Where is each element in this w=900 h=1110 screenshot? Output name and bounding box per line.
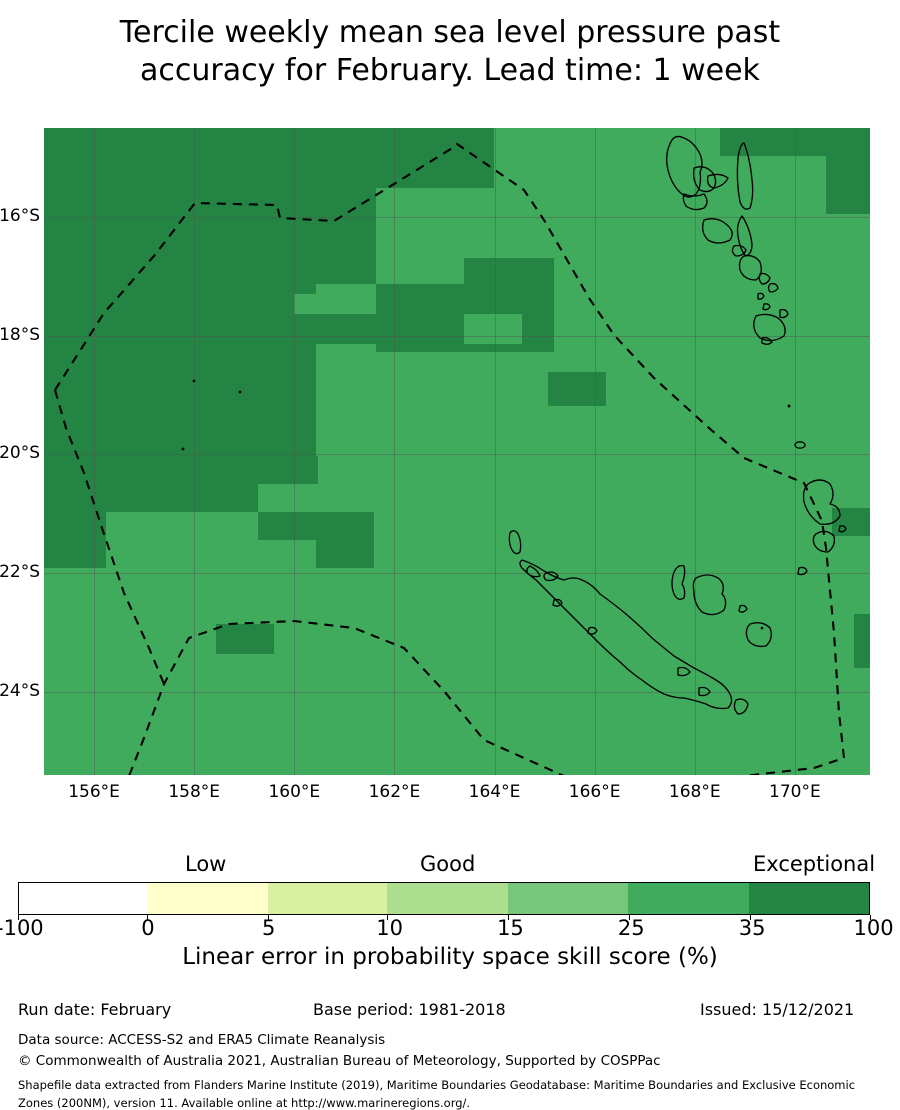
run-date-text: Run date: February (18, 1000, 172, 1019)
colorbar-segment (147, 883, 268, 914)
data-source-text: Data source: ACCESS-S2 and ERA5 Climate … (18, 1032, 386, 1048)
colorbar-tick-label: 100 (853, 916, 894, 940)
raster-cell (316, 512, 374, 568)
colorbar-tickmark (628, 915, 630, 920)
eez-boundary-line (54, 142, 846, 775)
raster-cell (44, 512, 106, 568)
colorbar-axis-label: Linear error in probability space skill … (182, 944, 718, 970)
x-tick-label: 166°E (568, 782, 621, 802)
shapefile-credit-1: Shapefile data extracted from Flanders M… (18, 1078, 856, 1092)
raster-cell (464, 314, 522, 344)
y-tick-label: 22°S (0, 562, 40, 583)
vanuatu-coastlines (666, 135, 847, 576)
colorbar: Low Good Exceptional -100 0 5 10 15 25 35 100 (0, 852, 900, 952)
raster-cell (316, 314, 376, 344)
colorbar-gradient (18, 882, 870, 915)
y-tick-label: 18°S (0, 324, 40, 345)
raster-cell (258, 512, 316, 540)
colorbar-tick-label: -100 (0, 916, 44, 940)
colorbar-tick-label: 0 (141, 916, 155, 940)
x-tick-label: 156°E (68, 782, 120, 802)
colorbar-tickmark (508, 915, 510, 920)
x-tick-label: 164°E (468, 782, 521, 802)
raster-cell (216, 624, 274, 654)
eez-boundary-line-west (53, 389, 165, 685)
raster-cell (44, 284, 316, 456)
colorbar-segment (19, 883, 148, 914)
raster-cell (44, 456, 258, 512)
colorbar-tick-label: 25 (617, 916, 645, 940)
page-title: Tercile weekly mean sea level pressure p… (0, 14, 900, 90)
raster-cell (294, 294, 316, 314)
x-tick-label: 170°E (769, 782, 821, 802)
map-vector-overlay (53, 135, 847, 775)
colorbar-tickmark (267, 915, 269, 920)
base-period-text: Base period: 1981-2018 (313, 1000, 506, 1019)
raster-cell (258, 456, 318, 484)
footer-meta-row: Run date: February Base period: 1981-201… (0, 1000, 900, 1026)
colorbar-category-good: Good (420, 852, 476, 876)
colorbar-tick-label: 15 (497, 916, 524, 940)
shapefile-credit-2: Zones (200NM), version 11. Available onl… (18, 1096, 471, 1110)
colorbar-tick-label: 10 (376, 916, 403, 940)
colorbar-segment (507, 883, 629, 914)
x-tick-label: 162°E (368, 782, 421, 802)
colorbar-category-low: Low (185, 852, 227, 876)
y-tick-label: 16°S (0, 206, 40, 227)
colorbar-tickmark (387, 915, 389, 920)
figure-footer: Run date: February Base period: 1981-201… (0, 1000, 900, 1110)
title-line-2: accuracy for February. Lead time: 1 week (140, 53, 760, 88)
colorbar-tickmark (146, 915, 148, 920)
colorbar-category-labels: Low Good Exceptional (0, 852, 900, 880)
x-tick-label: 158°E (168, 782, 221, 802)
raster-cell (44, 128, 376, 284)
raster-cell (832, 508, 870, 536)
colorbar-tickmark (749, 915, 751, 920)
y-tick-label: 20°S (0, 443, 40, 464)
colorbar-segment (749, 883, 869, 914)
x-tick-label: 168°E (668, 782, 721, 802)
new-caledonia-coastlines (508, 530, 772, 715)
raster-cell (854, 614, 870, 668)
colorbar-tick-labels: -100 0 5 10 15 25 35 100 (0, 916, 900, 942)
y-tick-label: 24°S (0, 680, 40, 701)
map-plot-area (44, 128, 870, 775)
colorbar-tickmarks (0, 915, 900, 921)
colorbar-tickmark (870, 915, 871, 920)
raster-cell (548, 372, 606, 406)
colorbar-segment (387, 883, 508, 914)
colorbar-segment (267, 883, 388, 914)
colorbar-tick-label: 35 (738, 916, 766, 940)
title-line-1: Tercile weekly mean sea level pressure p… (119, 15, 781, 50)
x-tick-label: 160°E (268, 782, 321, 802)
islet-dots (181, 379, 806, 630)
colorbar-segment (628, 883, 749, 914)
colorbar-tick-label: 5 (262, 916, 276, 940)
raster-cell (826, 128, 870, 214)
issued-date-text: Issued: 15/12/2021 (700, 1000, 855, 1019)
colorbar-tickmark (18, 915, 19, 920)
colorbar-category-exceptional: Exceptional (753, 852, 876, 876)
raster-cell (464, 258, 554, 318)
raster-cell (376, 284, 464, 318)
copyright-text: © Commonwealth of Australia 2021, Austra… (18, 1053, 661, 1069)
